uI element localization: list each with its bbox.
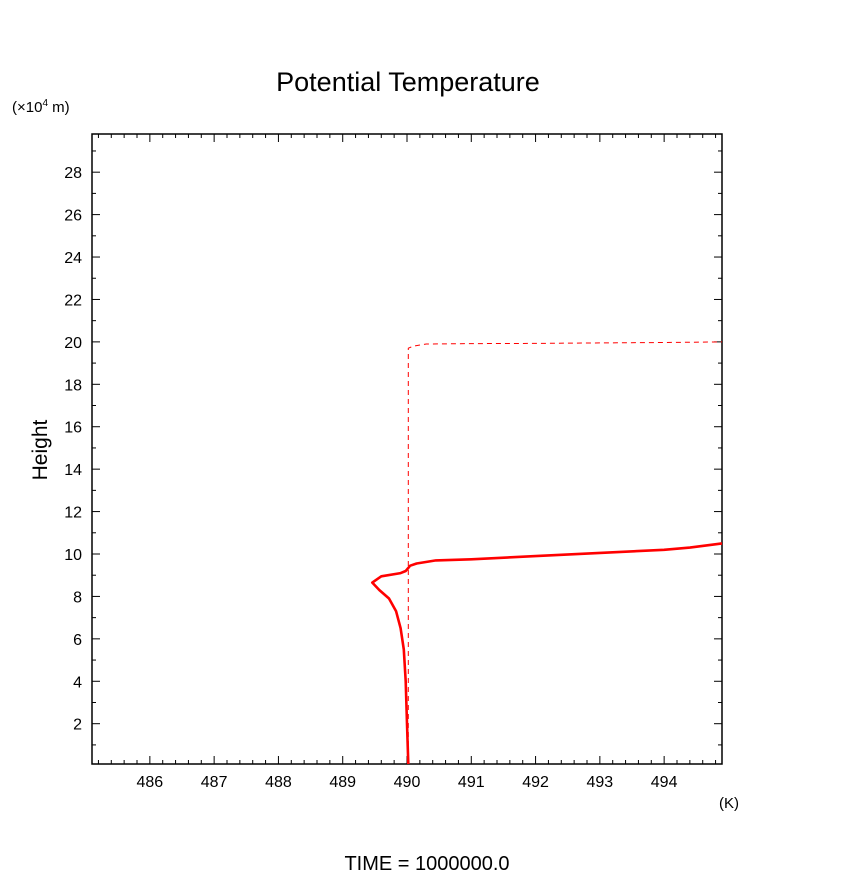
y-tick-label: 2 [73, 717, 82, 734]
y-tick-label: 4 [73, 674, 82, 691]
x-tick-label: 493 [587, 774, 614, 791]
y-tick-label: 18 [64, 377, 82, 394]
y-tick-label: 20 [64, 335, 82, 352]
y-tick-label: 6 [73, 632, 82, 649]
chart-title: Potential Temperature [276, 67, 540, 97]
x-tick-label: 489 [329, 774, 356, 791]
x-tick-label: 490 [394, 774, 421, 791]
y-tick-label: 24 [64, 250, 82, 267]
y-tick-label: 16 [64, 420, 82, 437]
solid-series-line [370, 542, 723, 765]
x-tick-label: 492 [522, 774, 549, 791]
y-unit-exponent: 4 [42, 98, 48, 109]
x-tick-label: 487 [201, 774, 228, 791]
y-tick-label: 14 [64, 462, 82, 479]
x-tick-labels: 486 487 488 489 490 491 492 493 494 [137, 774, 678, 791]
x-tick-label: 488 [265, 774, 292, 791]
dashed-series-line [407, 341, 723, 764]
plot-frame [91, 133, 723, 765]
y-tick-label: 8 [73, 589, 82, 606]
x-tick-label: 491 [458, 774, 485, 791]
y-tick-label: 28 [64, 165, 82, 182]
x-tick-label: 486 [137, 774, 164, 791]
series-lines [370, 341, 723, 765]
x-tick-label: 494 [651, 774, 678, 791]
y-tick-label: 10 [64, 547, 82, 564]
x-axis-unit: (K) [719, 795, 739, 812]
axis-ticks [92, 134, 722, 764]
time-footer: TIME = 1000000.0 [344, 853, 509, 875]
y-tick-label: 22 [64, 292, 82, 309]
y-unit-suffix: m) [48, 99, 70, 116]
y-axis-unit: (×104 m) [12, 98, 70, 116]
y-unit-prefix: (×10 [12, 99, 42, 116]
y-axis-label: Height [29, 419, 52, 480]
y-tick-label: 12 [64, 505, 82, 522]
y-tick-label: 26 [64, 208, 82, 225]
